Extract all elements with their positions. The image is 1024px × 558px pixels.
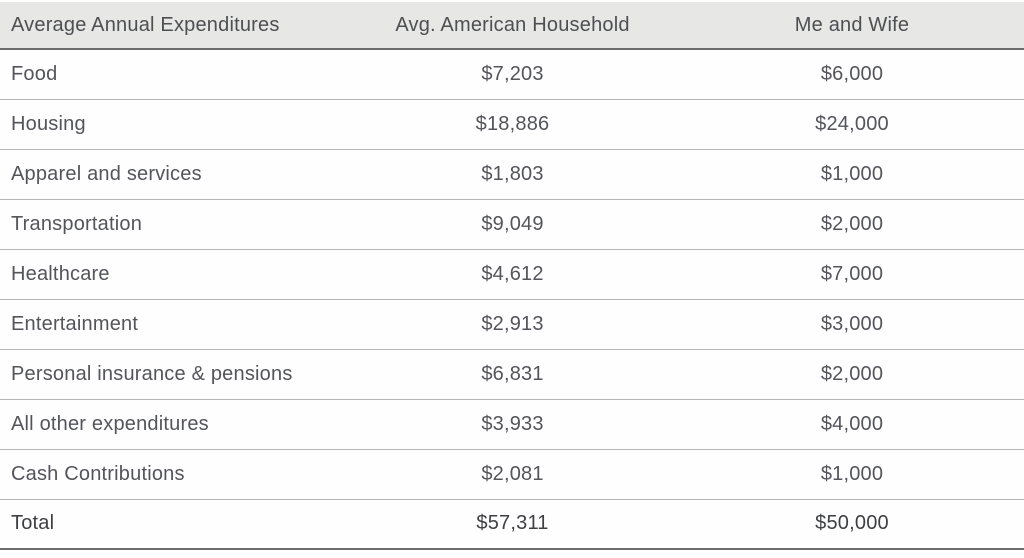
column-header-category: Average Annual Expenditures [0,2,345,50]
cell-category: Food [0,49,345,100]
cell-avg-household: $1,803 [345,149,680,200]
cell-me-and-wife: $24,000 [680,99,1024,150]
table-row: Entertainment $2,913 $3,000 [0,299,1024,350]
cell-avg-household: $6,831 [345,349,680,400]
table-row: Transportation $9,049 $2,000 [0,199,1024,250]
cell-avg-household: $3,933 [345,399,680,450]
cell-total-avg-household: $57,311 [345,498,680,550]
column-header-me-and-wife: Me and Wife [680,2,1024,50]
cell-me-and-wife: $1,000 [680,449,1024,500]
cell-total-label: Total [0,498,345,550]
cell-me-and-wife: $7,000 [680,249,1024,300]
cell-category: Personal insurance & pensions [0,349,345,400]
table-row: Personal insurance & pensions $6,831 $2,… [0,349,1024,400]
cell-total-me-and-wife: $50,000 [680,498,1024,550]
cell-category: Cash Contributions [0,449,345,500]
cell-category: Apparel and services [0,149,345,200]
cell-category: All other expenditures [0,399,345,450]
cell-category: Housing [0,99,345,150]
table-header-row: Average Annual Expenditures Avg. America… [0,2,1024,50]
cell-me-and-wife: $1,000 [680,149,1024,200]
cell-me-and-wife: $4,000 [680,399,1024,450]
cell-avg-household: $4,612 [345,249,680,300]
table-row: Healthcare $4,612 $7,000 [0,249,1024,300]
cell-category: Entertainment [0,299,345,350]
table-total-row: Total $57,311 $50,000 [0,498,1024,550]
cell-avg-household: $2,081 [345,449,680,500]
cell-me-and-wife: $2,000 [680,349,1024,400]
cell-me-and-wife: $2,000 [680,199,1024,250]
column-header-avg-household: Avg. American Household [345,2,680,50]
table-row: Housing $18,886 $24,000 [0,99,1024,150]
cell-avg-household: $18,886 [345,99,680,150]
cell-me-and-wife: $6,000 [680,49,1024,100]
cell-me-and-wife: $3,000 [680,299,1024,350]
table-row: Food $7,203 $6,000 [0,49,1024,100]
cell-avg-household: $7,203 [345,49,680,100]
cell-avg-household: $2,913 [345,299,680,350]
cell-category: Healthcare [0,249,345,300]
table-row: All other expenditures $3,933 $4,000 [0,399,1024,450]
table-row: Cash Contributions $2,081 $1,000 [0,449,1024,500]
table-row: Apparel and services $1,803 $1,000 [0,149,1024,200]
cell-avg-household: $9,049 [345,199,680,250]
cell-category: Transportation [0,199,345,250]
